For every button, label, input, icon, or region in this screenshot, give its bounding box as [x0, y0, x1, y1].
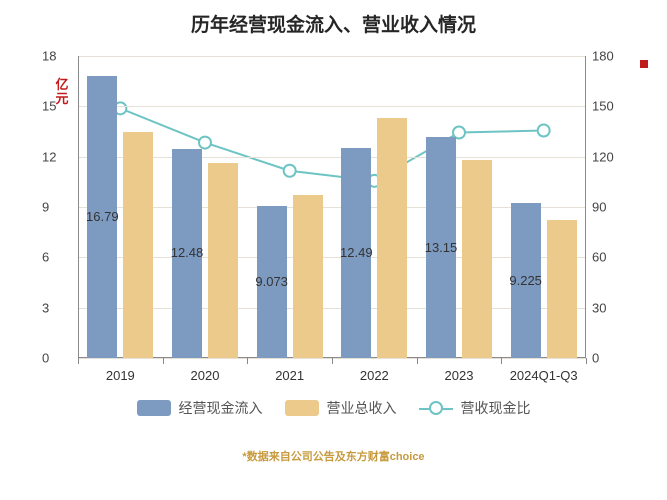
x-category-label: 2022: [360, 368, 389, 383]
y-left-tick-label: 18: [42, 49, 56, 64]
x-category-label: 2021: [275, 368, 304, 383]
bar-value-label: 12.49: [340, 245, 373, 260]
y-right-tick-label: 30: [592, 300, 606, 315]
line-series-marker: [284, 165, 296, 177]
x-category-label: 2024Q1-Q3: [510, 368, 578, 383]
chart-container: 历年经营现金流入、营业收入情况 亿元 16.7912.489.07312.491…: [0, 0, 667, 500]
legend: 经营现金流入 营业总收入 营收现金比: [0, 398, 667, 418]
legend-label-bar2: 营业总收入: [327, 398, 397, 418]
x-tick: [78, 358, 79, 364]
bar-value-label: 9.073: [255, 274, 288, 289]
y-right-tick-label: 90: [592, 200, 606, 215]
gridline: [78, 157, 586, 158]
bar-value-label: 12.48: [171, 245, 204, 260]
legend-item-line: 营收现金比: [419, 398, 531, 418]
right-axis-marker-square: [640, 60, 648, 68]
legend-swatch-bar2: [285, 400, 319, 416]
y-right-tick-label: 150: [592, 99, 614, 114]
y-left-axis-line: [78, 56, 79, 358]
bar-series2: [462, 160, 492, 358]
x-category-label: 2020: [191, 368, 220, 383]
bar-value-label: 9.225: [509, 273, 542, 288]
bar-series2: [377, 118, 407, 358]
y-right-tick-label: 120: [592, 149, 614, 164]
x-tick: [586, 358, 587, 364]
bar-value-label: 13.15: [425, 240, 458, 255]
legend-item-bar2: 营业总收入: [285, 398, 397, 418]
y-left-tick-label: 15: [42, 99, 56, 114]
legend-line-marker: [429, 401, 443, 415]
bar-series2: [123, 132, 153, 359]
legend-item-bar1: 经营现金流入: [137, 398, 263, 418]
legend-label-line: 营收现金比: [461, 398, 531, 418]
gridline: [78, 56, 586, 57]
y-left-tick-label: 3: [42, 300, 49, 315]
x-tick: [163, 358, 164, 364]
y-right-tick-label: 0: [592, 351, 599, 366]
y-right-tick-label: 180: [592, 49, 614, 64]
x-tick: [332, 358, 333, 364]
plot-area: 16.79 12.48 9.073 12.49 13.15 9.225: [78, 56, 586, 358]
x-category-label: 2023: [445, 368, 474, 383]
gridline: [78, 106, 586, 107]
legend-swatch-line: [419, 400, 453, 416]
x-category-label: 2019: [106, 368, 135, 383]
bar-series2: [293, 195, 323, 358]
source-note: *数据来自公司公告及东方财富choice: [0, 448, 667, 464]
line-series-marker: [199, 137, 211, 149]
bar-series2: [547, 220, 577, 358]
x-tick: [247, 358, 248, 364]
legend-label-bar1: 经营现金流入: [179, 398, 263, 418]
y-left-tick-label: 9: [42, 200, 49, 215]
y-right-axis-line: [585, 56, 586, 358]
x-tick: [417, 358, 418, 364]
y-left-tick-label: 0: [42, 351, 49, 366]
chart-title: 历年经营现金流入、营业收入情况: [0, 0, 667, 37]
x-tick: [501, 358, 502, 364]
bar-value-label: 16.79: [86, 209, 119, 224]
line-series-marker: [538, 124, 550, 136]
bar-series2: [208, 163, 238, 358]
y-left-tick-label: 6: [42, 250, 49, 265]
legend-swatch-bar1: [137, 400, 171, 416]
y-left-tick-label: 12: [42, 149, 56, 164]
y-right-tick-label: 60: [592, 250, 606, 265]
